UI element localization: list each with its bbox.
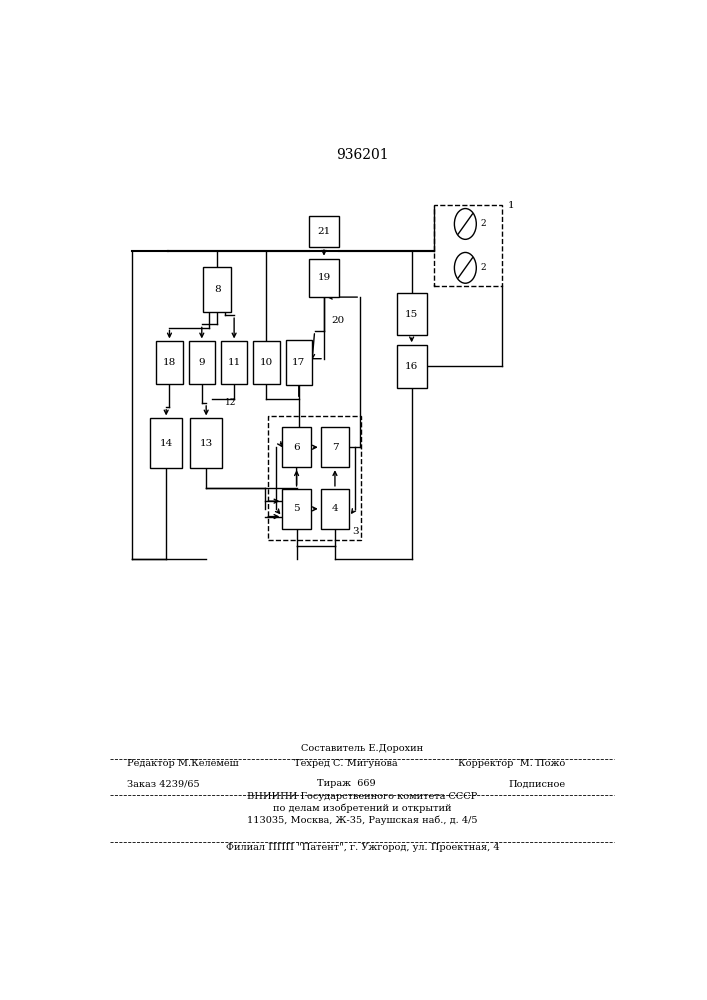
Text: 20: 20 — [331, 316, 344, 325]
Text: 6: 6 — [293, 443, 300, 452]
Text: 14: 14 — [160, 439, 173, 448]
Text: Техред С. Мигунова: Техред С. Мигунова — [294, 759, 398, 768]
Text: по делам изобретений и открытий: по делам изобретений и открытий — [273, 804, 452, 813]
Text: 12: 12 — [225, 398, 236, 407]
Bar — [189, 341, 215, 384]
Text: 113035, Москва, Ж-35, Раушская наб., д. 4/5: 113035, Москва, Ж-35, Раушская наб., д. … — [247, 815, 478, 825]
Text: ВНИИПИ Государственного комитета СССР: ВНИИПИ Государственного комитета СССР — [247, 792, 477, 801]
Text: Заказ 4239/65: Заказ 4239/65 — [127, 779, 199, 788]
Text: 2: 2 — [481, 263, 486, 272]
Bar — [282, 427, 311, 467]
Bar — [156, 341, 182, 384]
Text: Подписное: Подписное — [508, 779, 565, 788]
Bar — [190, 418, 222, 468]
Bar — [221, 341, 247, 384]
Bar — [321, 427, 349, 467]
Text: 10: 10 — [260, 358, 273, 367]
Text: 21: 21 — [317, 227, 331, 236]
Text: 8: 8 — [214, 285, 221, 294]
Text: 13: 13 — [199, 439, 213, 448]
Text: 19: 19 — [317, 273, 331, 282]
Bar — [433, 205, 502, 286]
Text: 17: 17 — [292, 358, 305, 367]
Bar — [151, 418, 182, 468]
Bar — [286, 340, 312, 385]
Bar — [309, 259, 339, 297]
Text: Тираж  669: Тираж 669 — [317, 779, 375, 788]
Text: 936201: 936201 — [336, 148, 389, 162]
Bar — [282, 489, 311, 529]
Text: 2: 2 — [481, 219, 486, 228]
Text: 1: 1 — [508, 201, 514, 210]
Text: Корректор  М. Пожо: Корректор М. Пожо — [458, 759, 565, 768]
Text: 7: 7 — [332, 443, 338, 452]
Bar — [397, 293, 427, 335]
Text: 18: 18 — [163, 358, 176, 367]
Text: 5: 5 — [293, 504, 300, 513]
Bar — [253, 341, 279, 384]
Bar — [203, 267, 231, 312]
Bar — [397, 345, 427, 388]
Text: 9: 9 — [199, 358, 205, 367]
Bar — [321, 489, 349, 529]
Bar — [268, 416, 361, 540]
Text: Составитель Е.Дорохин: Составитель Е.Дорохин — [301, 744, 423, 753]
Bar — [309, 216, 339, 247]
Text: 15: 15 — [405, 310, 419, 319]
Text: 11: 11 — [228, 358, 241, 367]
Text: 4: 4 — [332, 504, 338, 513]
Text: Филиал ППП "Патент", г. Ужгород, ул. Проектная, 4: Филиал ППП "Патент", г. Ужгород, ул. Про… — [226, 842, 499, 852]
Text: 16: 16 — [405, 362, 419, 371]
Text: 3: 3 — [352, 527, 358, 536]
Text: Редактор М.Келемеш: Редактор М.Келемеш — [127, 759, 238, 768]
